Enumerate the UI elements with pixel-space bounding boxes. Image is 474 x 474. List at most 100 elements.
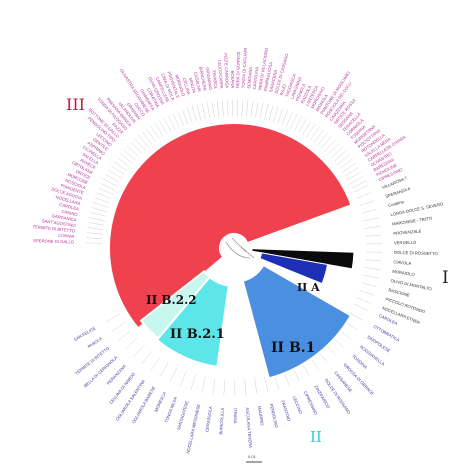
leaf-branch bbox=[324, 139, 336, 152]
label-IIB21: II B.2.1 bbox=[170, 327, 225, 342]
clade-I-wedge bbox=[251, 248, 355, 270]
leaf-branch bbox=[268, 105, 274, 121]
leaf-label: BIANCHERA bbox=[198, 66, 207, 91]
leaf-label: RAJO bbox=[279, 83, 287, 96]
leaf-branch bbox=[96, 192, 112, 200]
leaf-branch bbox=[100, 183, 116, 191]
leaf-branch bbox=[125, 337, 138, 349]
leaf-label: NOCELLARA bbox=[55, 194, 81, 206]
leaf-branch bbox=[222, 100, 224, 117]
leaf-branch bbox=[273, 106, 279, 123]
leaf-label: MORESCA bbox=[153, 391, 167, 412]
leaf-label: CAROLEA bbox=[59, 202, 80, 212]
leaf-branch bbox=[170, 367, 178, 382]
leaf-label: TONDA IBLEA bbox=[164, 396, 179, 424]
leaf-label: PENDOLINO bbox=[269, 403, 280, 429]
leaf-branch bbox=[361, 208, 377, 214]
label-IIB1: II B.1 bbox=[271, 340, 315, 356]
leaf-branch bbox=[281, 110, 288, 126]
leaf-label: SARACENA bbox=[268, 69, 278, 93]
leaf-branch bbox=[363, 217, 379, 222]
leaf-branch bbox=[212, 378, 216, 395]
leaf-branch bbox=[116, 157, 130, 168]
leaf-label: SANT'AGOSTINO bbox=[42, 218, 77, 228]
leaf-branch bbox=[313, 129, 324, 143]
leaf-label: MORAIOLO bbox=[392, 269, 416, 277]
leaf-label: ASCOLANA TENERA bbox=[245, 407, 253, 448]
leaf-branch bbox=[201, 376, 206, 393]
leaf-branch bbox=[177, 111, 184, 127]
leaf-label: BOSANA bbox=[230, 71, 235, 89]
leaf-branch bbox=[277, 108, 284, 124]
leaf-label: LECCINO bbox=[292, 395, 304, 415]
group-II-label: II bbox=[310, 428, 322, 446]
leaf-branch bbox=[87, 227, 104, 230]
leaf-branch bbox=[356, 192, 372, 199]
leaf-branch bbox=[306, 124, 316, 138]
leaf-branch bbox=[163, 117, 172, 132]
leaf-branch bbox=[133, 344, 145, 357]
leaf-branch bbox=[227, 100, 229, 117]
leaf-label: OGLIAROLA SALENTINA bbox=[115, 379, 146, 422]
leaf-branch bbox=[290, 114, 298, 129]
leaf-branch bbox=[255, 101, 259, 118]
leaf-label: GROSSA DI GERACE bbox=[343, 362, 376, 396]
leaf-branch bbox=[342, 163, 356, 173]
leaf-label: LEUCOCARPA bbox=[217, 60, 224, 89]
leaf-label: CIAVOLA bbox=[393, 259, 411, 266]
leaf-label: FRANTOIO bbox=[280, 400, 292, 423]
leaf-label: ORTICE bbox=[75, 169, 92, 180]
leaf-branch bbox=[138, 134, 149, 148]
leaf-branch bbox=[294, 116, 302, 131]
leaf-branch bbox=[223, 379, 226, 396]
leaf-branch bbox=[126, 145, 139, 157]
group-I-label: I bbox=[442, 268, 449, 288]
internal-branches bbox=[225, 237, 255, 259]
leaf-branch bbox=[364, 225, 381, 229]
leaf-branch bbox=[105, 174, 120, 183]
leaf-branch bbox=[365, 259, 382, 262]
leaf-branch bbox=[333, 150, 347, 162]
leaf-branch bbox=[150, 125, 160, 140]
leaf-branch bbox=[91, 207, 108, 213]
leaf-branch bbox=[298, 118, 307, 133]
clade-IIB22-wedge bbox=[139, 269, 211, 340]
leaf-branch bbox=[250, 101, 254, 118]
leaf-branch bbox=[211, 101, 215, 118]
leaf-branch bbox=[330, 147, 343, 159]
leaf-branch bbox=[241, 100, 244, 117]
leaf-label: FAVAROL bbox=[212, 70, 219, 90]
leaf-label: PAMPAGLIOSA bbox=[263, 61, 274, 91]
leaf-branch bbox=[146, 128, 156, 142]
clade-IIB1-wedge bbox=[241, 263, 353, 380]
leaf-branch bbox=[130, 141, 143, 154]
leaf-label: SPERONE DI GALLO bbox=[33, 238, 75, 244]
group-III-label: III bbox=[66, 95, 85, 114]
leaf-label: VERDELLO bbox=[394, 240, 417, 246]
leaf-label: MARCHESE - TRITTI bbox=[392, 216, 433, 227]
leaf-branch bbox=[191, 106, 197, 122]
leaf-branch bbox=[353, 303, 369, 311]
leaf-branch bbox=[196, 104, 202, 121]
leaf-label: TERMITE DI BITETTO bbox=[74, 345, 111, 376]
leaf-branch bbox=[160, 362, 169, 377]
leaf-branch bbox=[154, 122, 164, 137]
clade-IIA-wedge bbox=[259, 252, 329, 285]
leaf-branch bbox=[167, 115, 176, 130]
leaf-branch bbox=[259, 102, 264, 119]
leaf-branch bbox=[93, 202, 109, 208]
leaf-branch bbox=[264, 103, 269, 120]
leaf-label: RASCIONE bbox=[388, 287, 411, 298]
leaf-branch bbox=[98, 187, 114, 195]
leaf-branch bbox=[317, 133, 328, 146]
clade-III-wedge bbox=[108, 122, 353, 330]
leaf-branch bbox=[105, 313, 120, 323]
leaf-branch bbox=[94, 197, 110, 204]
leaf-label: CANINO bbox=[61, 209, 79, 217]
leaf-branch bbox=[180, 370, 187, 387]
leaf-branch bbox=[347, 171, 362, 181]
leaf-label: CASALIVA bbox=[193, 71, 202, 92]
leaf-branch bbox=[89, 217, 105, 221]
leaf-label: CELLINA bbox=[182, 77, 192, 95]
